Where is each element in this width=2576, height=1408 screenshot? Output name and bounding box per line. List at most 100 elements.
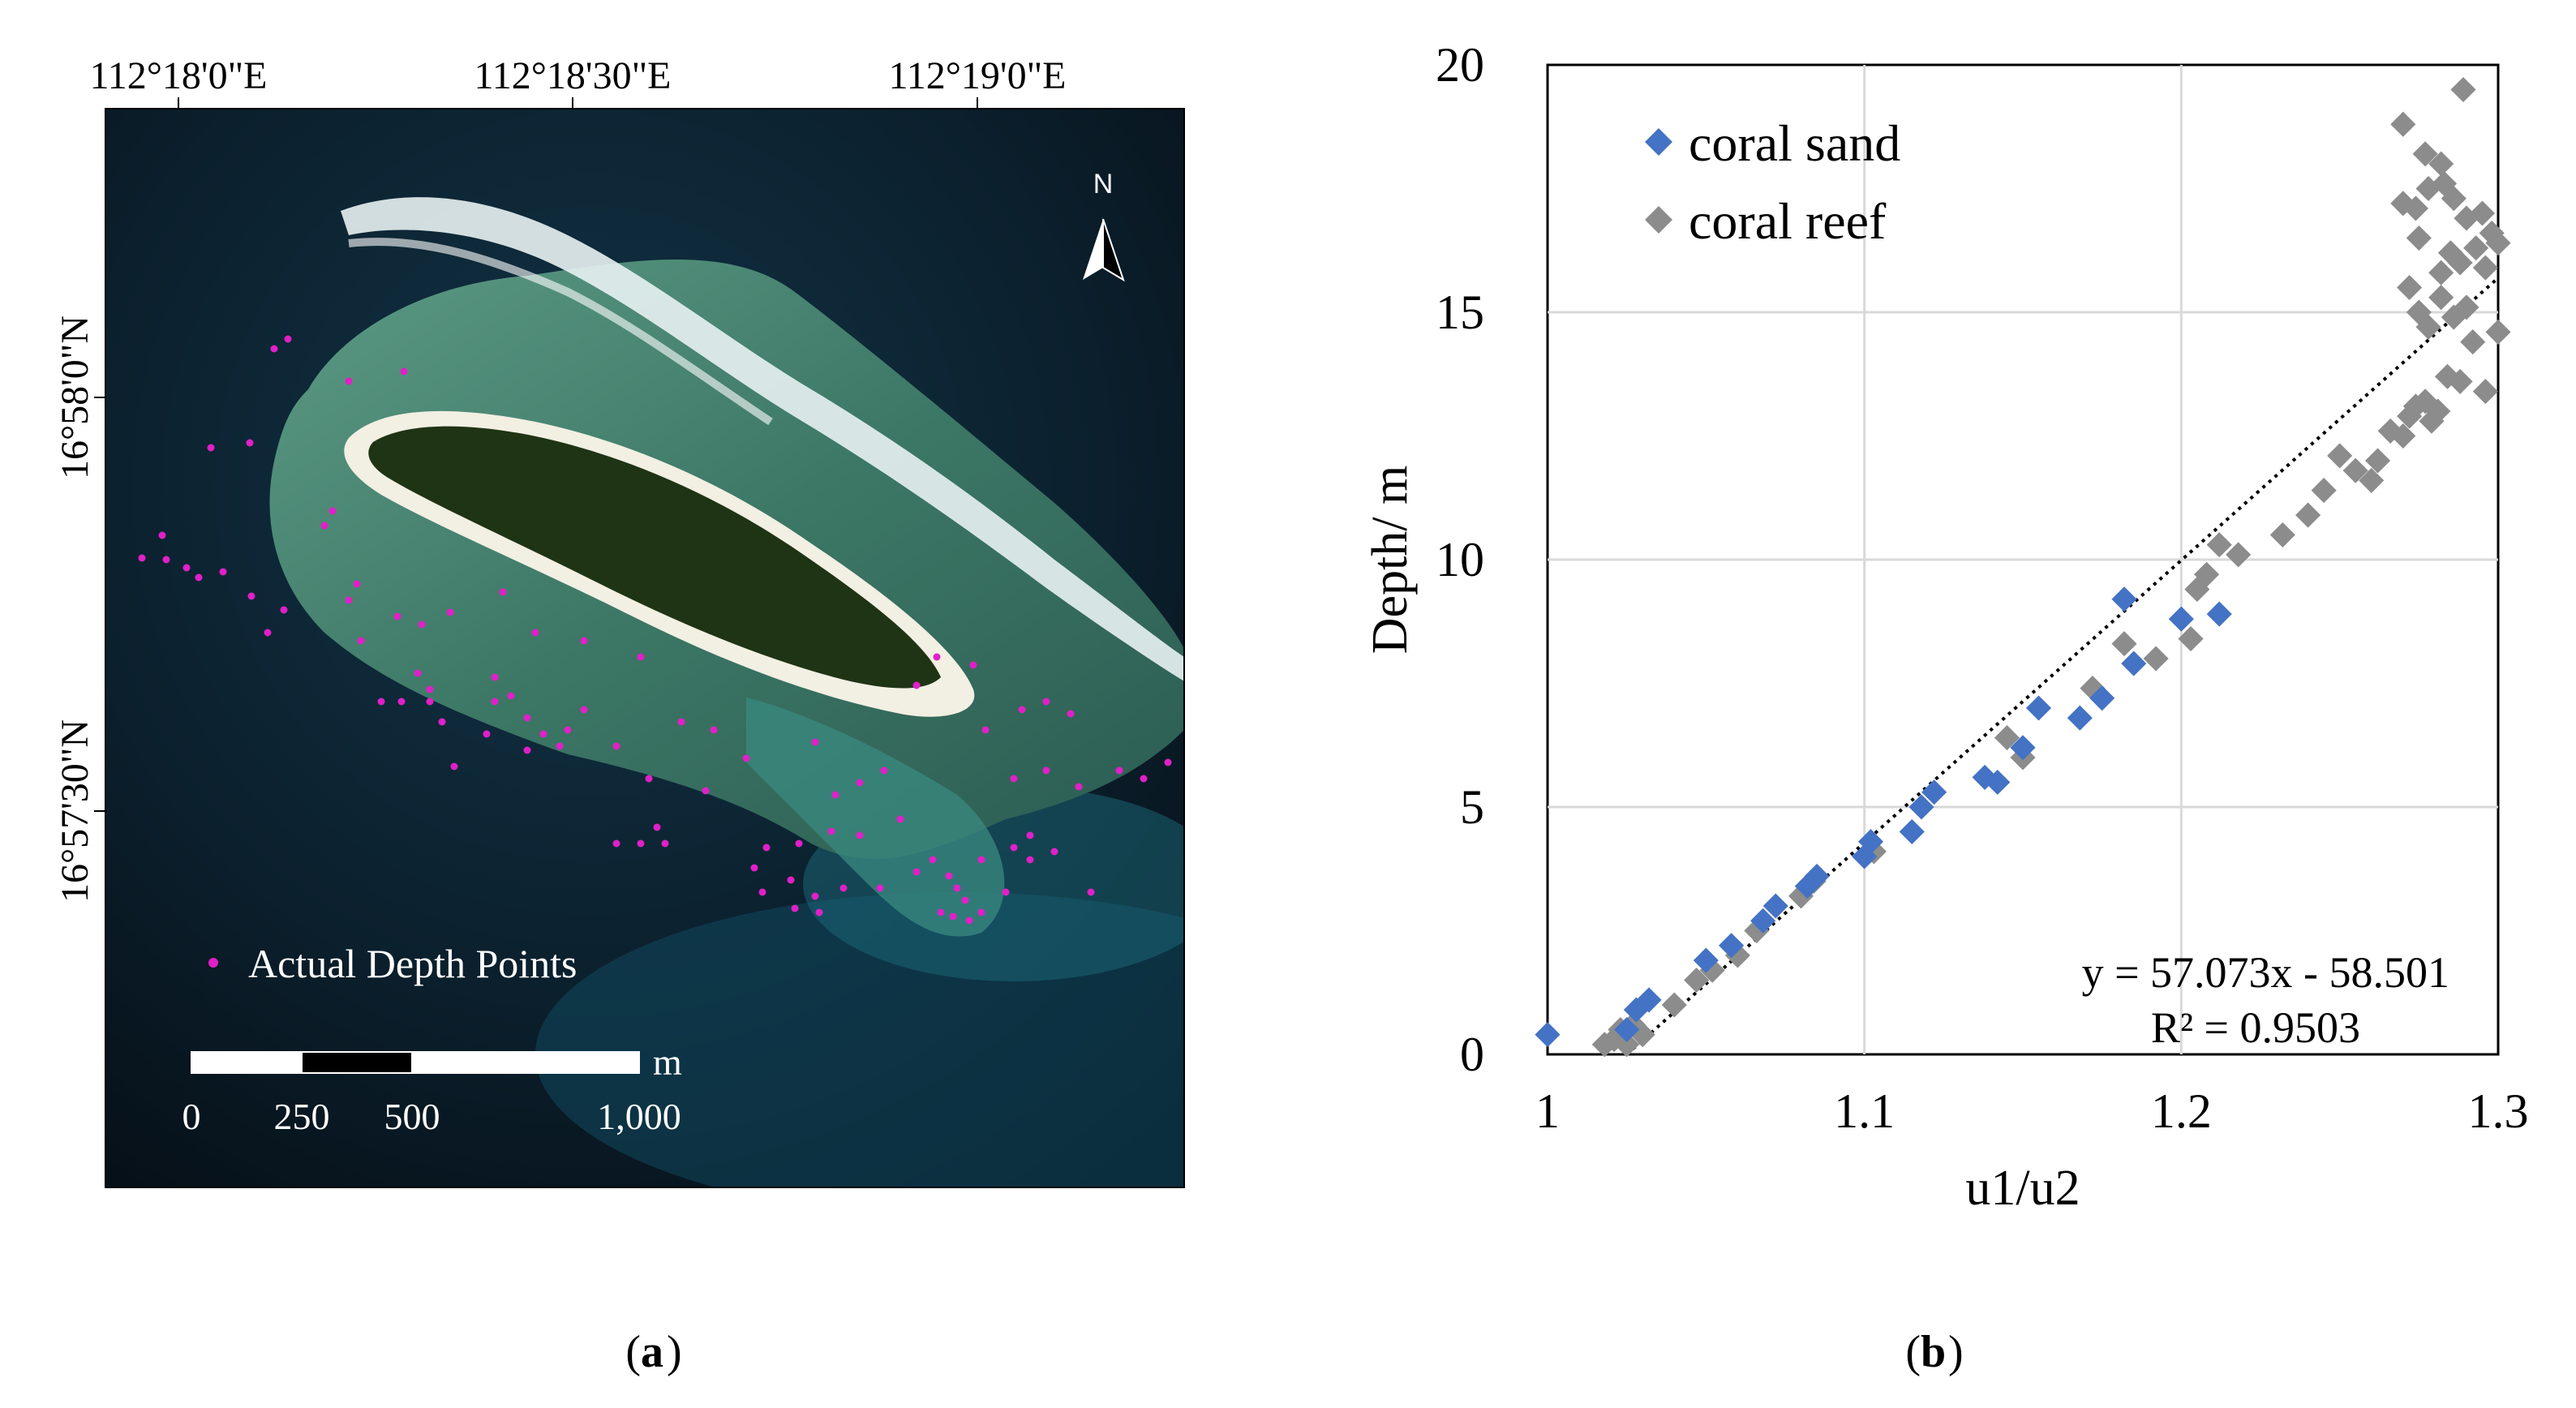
- depth-point: [1140, 775, 1148, 783]
- depth-point: [507, 692, 515, 700]
- depth-point: [523, 714, 531, 722]
- depth-point: [937, 908, 945, 916]
- scale-label: 1,000: [597, 1096, 681, 1137]
- depth-point: [1042, 698, 1050, 706]
- point-coral-sand: [1719, 933, 1745, 959]
- depth-point: [580, 637, 588, 645]
- map-frame: [105, 108, 1185, 1188]
- point-coral-reef: [2111, 631, 2137, 657]
- depth-point: [400, 367, 408, 376]
- point-coral-reef: [2428, 260, 2454, 285]
- depth-point: [750, 864, 758, 872]
- depth-point: [426, 685, 434, 693]
- point-coral-reef: [2441, 304, 2467, 330]
- point-coral-reef: [2450, 76, 2476, 103]
- legend-label-reef: coral reef: [1689, 192, 1887, 250]
- depth-point: [612, 839, 620, 848]
- point-coral-sand: [2206, 601, 2232, 627]
- svg-text:(: (: [1905, 1327, 1921, 1377]
- y-tick-label: 0: [1460, 1028, 1484, 1081]
- depth-point: [791, 904, 799, 912]
- svg-text:): ): [667, 1327, 682, 1377]
- point-coral-sand: [1535, 1022, 1561, 1048]
- x-tick-label: 1: [1535, 1084, 1560, 1138]
- depth-point: [839, 884, 848, 892]
- depth-point: [961, 896, 969, 904]
- depth-point: [945, 872, 953, 880]
- depth-point: [653, 823, 661, 831]
- point-coral-sand: [1899, 818, 1925, 845]
- point-coral-reef: [2469, 200, 2496, 226]
- depth-point: [414, 669, 422, 677]
- depth-point: [645, 775, 653, 783]
- depth-point: [418, 620, 426, 629]
- depth-point: [158, 531, 166, 539]
- point-coral-reef: [2342, 457, 2368, 483]
- depth-point: [207, 444, 215, 452]
- panel-label-b: ( b ): [1905, 1327, 1963, 1377]
- depth-point: [811, 738, 819, 746]
- north-arrow: N: [1083, 169, 1125, 282]
- depth-point: [446, 608, 454, 616]
- depth-point: [195, 573, 203, 582]
- point-coral-reef: [1684, 967, 1710, 994]
- point-coral-sand: [2067, 705, 2093, 731]
- point-coral-reef: [2390, 111, 2416, 137]
- depth-point: [328, 507, 337, 515]
- depth-point: [977, 856, 985, 864]
- legend: coral sand coral reef: [1645, 114, 1900, 250]
- depth-point: [1010, 775, 1018, 783]
- point-coral-reef: [2194, 561, 2220, 587]
- point-coral-reef: [2428, 151, 2454, 177]
- point-coral-sand: [1985, 769, 2011, 796]
- point-coral-reef: [2412, 141, 2438, 167]
- lon-tick-label: 112°18'30"E: [474, 54, 672, 97]
- depth-point: [353, 580, 361, 588]
- legend-label-sand: coral sand: [1689, 114, 1900, 172]
- point-coral-reef: [2327, 443, 2353, 469]
- point-coral-reef: [2472, 379, 2498, 405]
- north-label: N: [1093, 169, 1114, 200]
- depth-point: [539, 730, 547, 738]
- depth-point: [787, 876, 795, 884]
- depth-point: [284, 335, 292, 343]
- panel-letter: b: [1921, 1327, 1946, 1377]
- point-coral-sand: [1762, 893, 1788, 919]
- point-coral-sand: [1693, 947, 1719, 973]
- depth-point: [969, 661, 977, 669]
- depth-point: [856, 779, 864, 787]
- point-coral-reef: [2397, 274, 2423, 301]
- depth-point: [320, 522, 328, 530]
- island-vegetation: [368, 426, 941, 689]
- regression-equation: y = 57.073x - 58.501: [2082, 948, 2449, 997]
- depth-point: [762, 844, 771, 852]
- y-tick-label: 5: [1460, 780, 1484, 834]
- depth-point: [280, 606, 288, 614]
- depth-point: [345, 377, 353, 385]
- depth-point: [162, 556, 170, 564]
- lon-tick-label: 112°19'0"E: [889, 54, 1067, 97]
- depth-point: [965, 916, 973, 925]
- point-coral-reef: [1661, 992, 1687, 1018]
- depth-point: [1018, 706, 1026, 714]
- point-coral-reef: [2463, 235, 2489, 261]
- gridlines: [1548, 65, 2498, 1054]
- depth-point: [499, 588, 507, 596]
- depth-point: [564, 726, 572, 734]
- depth-point: [896, 815, 904, 823]
- point-coral-sand: [1857, 829, 1884, 855]
- depth-point: [246, 439, 254, 447]
- point-coral-reef: [2364, 448, 2391, 474]
- point-coral-reef: [2432, 170, 2458, 196]
- depth-point: [742, 754, 750, 762]
- depth-point: [661, 839, 669, 848]
- depth-point: [815, 908, 823, 916]
- point-coral-sand: [2089, 685, 2115, 711]
- depth-point: [345, 596, 353, 604]
- scale-label: 0: [182, 1096, 201, 1137]
- x-tick-label: 1.1: [1834, 1084, 1895, 1138]
- x-axis-label: u1/u2: [1965, 1161, 2080, 1216]
- depth-point: [483, 730, 491, 738]
- depth-point: [270, 345, 278, 353]
